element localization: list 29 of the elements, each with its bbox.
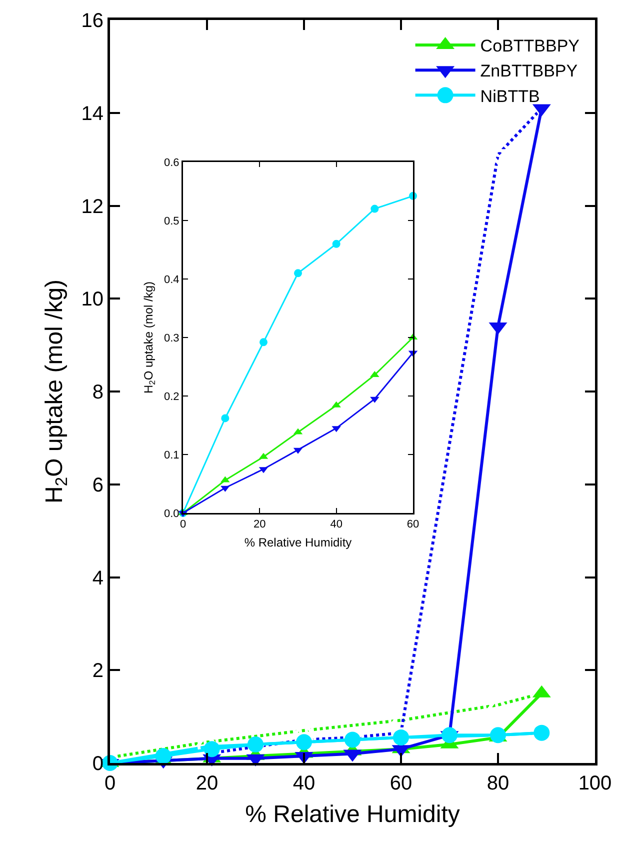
y-tick-label: 0	[92, 753, 104, 775]
y-tick-label: 0.3	[164, 332, 180, 344]
x-tick-label: 100	[578, 772, 612, 794]
y-tick-label: 4	[92, 567, 104, 590]
legend-label: ZnBTTBBPY	[480, 62, 578, 81]
x-tick-label: 60	[390, 772, 412, 794]
x-tick-label: 80	[486, 772, 510, 794]
y-tick-label: 2	[92, 660, 104, 682]
y-tick-label: 0.5	[164, 215, 180, 228]
legend-label: CoBTTBBPY	[480, 36, 580, 56]
y-tick-label: 16	[81, 10, 104, 32]
legend-label: NiBTTB	[480, 86, 540, 106]
x-tick-label: 40	[330, 518, 342, 531]
x-tick-label: 40	[292, 772, 316, 794]
x-tick-label: 20	[254, 518, 266, 531]
x-tick-label: 60	[406, 518, 420, 531]
y-tick-label: 0.2	[164, 390, 180, 403]
y-tick-label: 6	[92, 474, 104, 496]
x-axis-title: % Relative Humidity	[244, 535, 352, 550]
y-tick-label: 0.0	[164, 508, 180, 520]
y-tick-label: 0.1	[164, 449, 180, 462]
x-axis-title: % Relative Humidity	[245, 801, 460, 828]
y-tick-label: 14	[81, 102, 104, 125]
x-tick-label: 20	[196, 772, 218, 794]
y-tick-label: 8	[92, 382, 104, 404]
y-tick-label: 12	[81, 196, 104, 218]
y-tick-label: 10	[81, 288, 104, 311]
y-tick-label: 0.4	[164, 274, 180, 286]
y-tick-label: 0.6	[164, 156, 180, 169]
